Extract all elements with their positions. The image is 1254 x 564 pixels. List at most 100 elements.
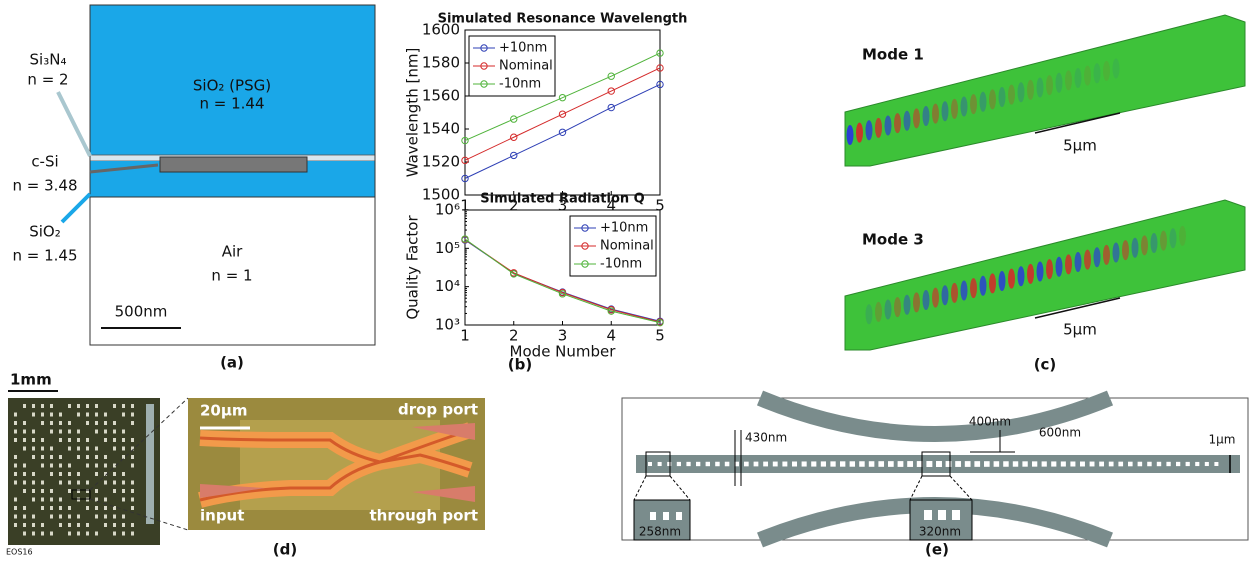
device [32,430,35,434]
device [68,481,71,485]
device [113,404,116,408]
hole [696,462,700,466]
y-tick-label: 1540 [422,120,460,138]
device [77,413,80,417]
field-lobe [1094,247,1101,267]
dimension: 1μm [1209,433,1236,447]
hole [936,461,942,467]
hole [850,461,855,466]
device [14,455,17,459]
hole [676,512,682,520]
y-tick-label: 1520 [422,153,460,171]
hole [1013,461,1018,466]
arrow [58,92,90,156]
waveguide-render [845,15,1245,166]
device [131,532,134,536]
device [122,498,125,502]
device [50,464,53,468]
field-lobe [1027,80,1034,100]
hole [686,462,690,466]
hole [725,462,730,467]
device [77,447,80,451]
hole [974,461,980,467]
device [23,430,26,434]
label: n = 1.45 [12,247,77,265]
field-lobe [1075,252,1082,272]
hole [907,461,913,467]
device [59,506,62,510]
device [68,464,71,468]
field-lobe [1103,245,1110,265]
panel-label: (c) [1034,356,1057,374]
device [86,506,89,510]
device [14,472,17,476]
device [14,438,17,442]
hole [1166,462,1170,466]
hole [802,461,807,466]
hole [1109,462,1114,467]
device [59,481,62,485]
device [113,447,116,451]
device [95,421,98,425]
label: n = 1 [211,267,252,285]
device [23,506,26,510]
field-lobe [1008,85,1015,105]
device [23,421,26,425]
field-lobe [989,273,996,293]
hole [926,461,932,467]
label: c-Si [31,153,58,171]
device [104,481,107,485]
x-axis-title: Mode Number [510,343,617,361]
port-label: through port [370,507,478,525]
device [86,438,89,442]
device [104,498,107,502]
scale-label: 500nm [115,303,168,321]
device [41,481,44,485]
silicon-core [160,157,307,172]
hole [869,461,875,467]
device [14,506,17,510]
device [23,489,26,493]
device [14,481,17,485]
device [131,523,134,527]
legend-label: +10nm [499,41,547,56]
field-lobe [904,295,911,315]
device [59,472,62,476]
device [104,438,107,442]
chart-title: Simulated Resonance Wavelength [438,12,688,27]
legend-label: -10nm [600,257,642,272]
dimension: 600nm [1039,426,1081,440]
device [41,532,44,536]
mode-label: Mode 1 [862,46,924,64]
device [32,498,35,502]
device [41,464,44,468]
device [113,532,116,536]
y-tick-label: 10⁵ [435,239,460,257]
device [77,430,80,434]
device [41,489,44,493]
scale-label: 1mm [10,371,52,389]
device [32,455,35,459]
hole [1205,462,1209,466]
hole [859,461,864,466]
field-lobe [1141,235,1148,255]
label: SiO₂ [29,223,61,241]
dimension: 400nm [969,415,1011,429]
field-lobe [1027,264,1034,284]
device [41,404,44,408]
field-lobe [894,297,901,317]
device [32,532,35,536]
y-tick-label: 1580 [422,54,460,72]
device [131,455,134,459]
device [41,523,44,527]
field-lobe [932,104,939,124]
device [95,430,98,434]
hole [984,461,990,467]
device [95,455,98,459]
field-lobe [1132,238,1139,258]
scale-label: 5μm [1063,137,1097,155]
device [50,455,53,459]
hole [1157,462,1161,466]
field-lobe [1018,266,1025,286]
scale-label: 5μm [1063,321,1097,339]
